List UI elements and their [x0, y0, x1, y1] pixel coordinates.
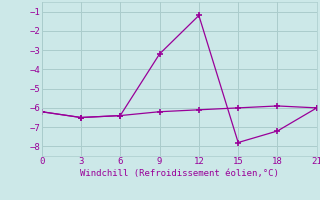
X-axis label: Windchill (Refroidissement éolien,°C): Windchill (Refroidissement éolien,°C) [80, 169, 279, 178]
